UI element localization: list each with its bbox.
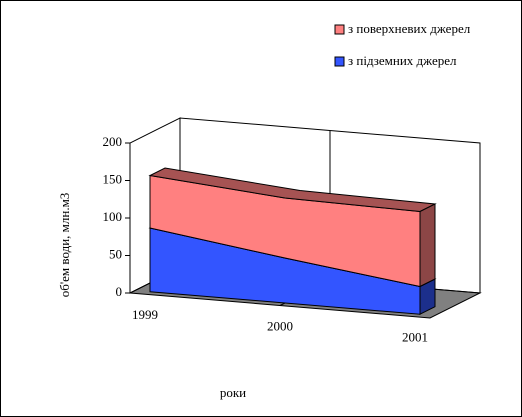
legend-label: з поверхневих джерел <box>348 21 471 36</box>
x-axis-title: роки <box>220 385 246 400</box>
y-tick-label: 50 <box>109 246 122 261</box>
y-axis-title: об'ем води, млн.м3 <box>57 193 72 298</box>
legend-swatch <box>334 56 345 67</box>
legend-swatch <box>334 24 345 35</box>
y-tick-label: 100 <box>103 209 123 224</box>
y-tick-label: 150 <box>103 171 123 186</box>
x-tick-label: 2000 <box>267 318 293 333</box>
x-tick-label: 1999 <box>132 307 158 322</box>
y-tick-label: 0 <box>116 284 123 299</box>
x-tick-label: 2001 <box>402 330 428 345</box>
y-tick-label: 200 <box>103 134 123 149</box>
legend-label: з підземних джерел <box>348 53 457 68</box>
area-side <box>419 203 436 288</box>
